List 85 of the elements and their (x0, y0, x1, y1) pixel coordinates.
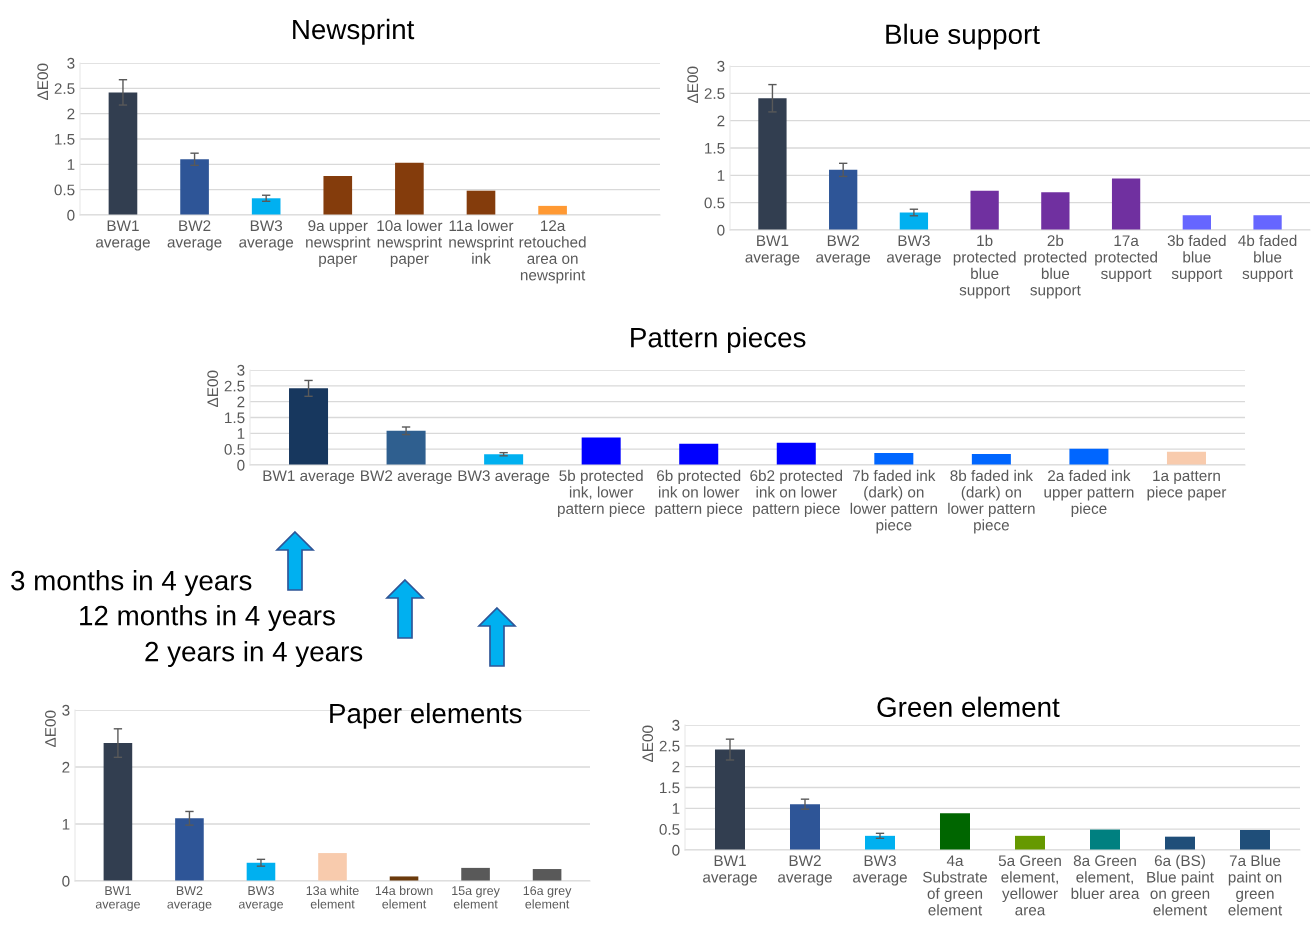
y-tick-label: 2.5 (704, 88, 725, 100)
x-tick-label: BW3 average (238, 886, 283, 911)
x-tick-label: 8b faded ink (dark) on lower pattern piece (948, 469, 1035, 534)
y-tick-label: 3 (62, 704, 70, 716)
y-tick-label: 1 (672, 803, 680, 814)
x-tick-label: BW2 average (361, 470, 452, 485)
text: 2 years in 4 years (145, 641, 363, 667)
x-tick-label: 6b2 protected ink on lower pattern piece (750, 469, 843, 518)
x-tick-label: 9a upper newsprint paper (306, 220, 371, 268)
x-tick-label: 14a brown element (375, 885, 433, 909)
x-tick-label: 4b faded blue support (1238, 234, 1297, 283)
y-tick-label: 2 (717, 115, 725, 127)
x-tick-label: BW1 average (95, 886, 140, 911)
x-tick-label: BW2 average (816, 235, 871, 266)
y-axis-title: ΔE00 (642, 725, 654, 762)
y-tick-label: 3 (237, 364, 245, 376)
y-tick-label: 1 (717, 170, 725, 181)
y-tick-label: 1.5 (705, 143, 725, 154)
text: 3 months in 4 years (11, 570, 252, 596)
chart-title: Pattern pieces (631, 327, 806, 353)
y-tick-label: 1 (237, 428, 245, 439)
x-tick-label: 5b protected ink, lower pattern piece (558, 469, 645, 518)
y-tick-label: 2 (62, 761, 70, 773)
x-tick-label: 10a lower newsprint paper (377, 219, 443, 268)
y-axis-title: ΔE00 (37, 63, 49, 100)
y-axis-title: ΔE00 (687, 66, 699, 103)
text: 12 months in 4 years (80, 605, 335, 631)
x-tick-label: BW2 average (778, 855, 832, 886)
y-axis-title: ΔE00 (207, 370, 219, 407)
x-tick-label: 15a grey element (452, 886, 500, 909)
y-tick-label: 1.5 (660, 782, 680, 794)
chart-title: Paper elements (330, 702, 522, 729)
chart-title: Newsprint (293, 18, 415, 45)
x-tick-label: BW1 average (745, 235, 800, 266)
y-tick-label: 0.5 (704, 197, 725, 209)
x-tick-label: 1a pattern piece paper (1147, 470, 1227, 501)
y-tick-label: 0.5 (224, 444, 245, 455)
chart-title: Blue support (886, 23, 1040, 50)
x-tick-label: 16a grey element (523, 886, 572, 909)
x-tick-label: 6b protected ink on lower pattern piece (655, 469, 743, 518)
x-tick-label: 3b faded blue support (1167, 234, 1226, 283)
y-tick-label: 3 (672, 719, 680, 731)
y-tick-label: 0 (672, 844, 680, 856)
y-tick-label: 1 (67, 159, 75, 170)
y-tick-label: 1.5 (55, 134, 75, 145)
x-tick-label: BW3 average (853, 855, 907, 886)
y-tick-label: 0.5 (659, 824, 680, 835)
y-tick-label: 1.5 (225, 412, 245, 424)
x-tick-label: 4a Substrate of green element (923, 855, 988, 916)
y-tick-label: 2.5 (54, 83, 75, 95)
y-tick-label: 2 (67, 108, 75, 120)
x-tick-label: BW1 average (703, 855, 757, 886)
y-tick-label: 0.5 (54, 184, 75, 196)
y-tick-label: 2.5 (659, 740, 680, 752)
x-tick-label: BW1 average (96, 220, 150, 251)
y-tick-label: 0 (717, 224, 725, 236)
y-tick-label: 3 (67, 57, 75, 69)
y-tick-label: 2 (237, 396, 245, 408)
chart-title: Green element (877, 696, 1060, 718)
y-tick-label: 2.5 (224, 380, 245, 392)
y-tick-label: 2 (672, 761, 680, 773)
x-tick-label: 5a Green element, yellower area (998, 855, 1061, 916)
x-tick-label: 12a retouched area on newsprint (519, 220, 586, 284)
x-tick-label: BW3 average (239, 220, 294, 251)
x-tick-label: 11a lower newsprint ink (449, 219, 514, 264)
x-tick-label: 2b protected blue support (1024, 234, 1087, 299)
x-tick-label: 2a faded ink upper pattern piece (1044, 469, 1134, 518)
y-tick-label: 3 (717, 60, 725, 72)
y-tick-label: 0 (67, 209, 75, 221)
x-tick-label: 17a protected support (1095, 235, 1157, 283)
x-tick-label: 13a white element (306, 885, 359, 909)
y-tick-label: 1 (62, 819, 70, 830)
y-axis-title: ΔE00 (45, 710, 56, 747)
x-tick-label: 7b faded ink (dark) on lower pattern piece (850, 469, 937, 534)
x-tick-label: BW3 average (458, 470, 550, 485)
x-tick-label: BW2 average (167, 886, 212, 911)
x-tick-label: 1b protected blue support (953, 234, 1016, 299)
x-tick-label: BW1 average (263, 470, 355, 485)
y-tick-label: 0 (237, 459, 245, 471)
x-tick-label: 6a (BS) Blue paint on green element (1147, 854, 1214, 916)
y-tick-label: 0 (62, 875, 70, 887)
x-tick-label: 7a Blue paint on green element (1228, 854, 1283, 916)
x-tick-label: 8a Green element, bluer area (1071, 855, 1140, 899)
x-tick-label: BW3 average (886, 235, 941, 266)
x-tick-label: BW2 average (167, 220, 222, 251)
